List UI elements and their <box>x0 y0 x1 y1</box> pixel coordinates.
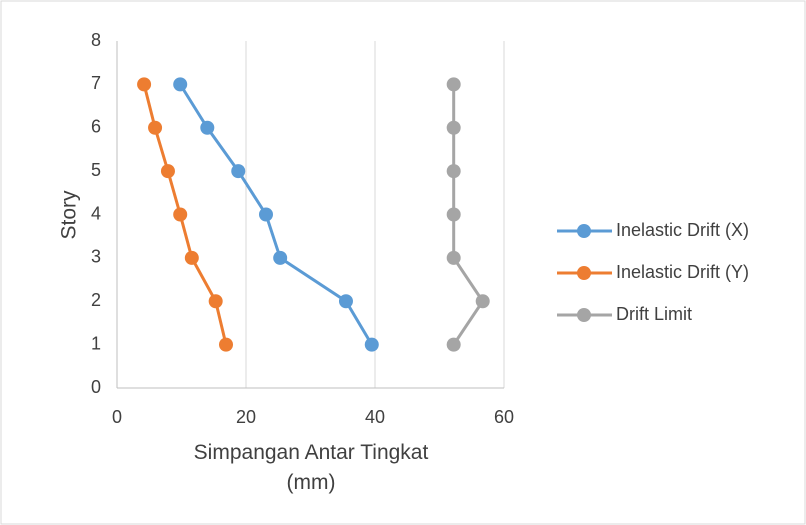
y-tick-label: 6 <box>91 117 101 137</box>
x-tick-label: 60 <box>494 407 514 427</box>
data-point <box>273 250 288 265</box>
data-point <box>446 164 461 179</box>
data-point <box>219 337 234 352</box>
legend-marker <box>577 308 591 322</box>
data-point <box>446 337 461 352</box>
x-tick-label: 0 <box>112 407 122 427</box>
y-tick-label: 2 <box>91 290 101 310</box>
data-point <box>338 294 353 309</box>
y-tick-label: 5 <box>91 160 101 180</box>
x-tick-label: 40 <box>365 407 385 427</box>
legend-marker <box>577 224 591 238</box>
y-axis-title: Story <box>58 190 81 240</box>
data-point <box>475 294 490 309</box>
data-point <box>173 77 188 92</box>
y-tick-label: 0 <box>91 377 101 397</box>
legend-label: Drift Limit <box>616 304 692 324</box>
data-point <box>258 207 273 222</box>
data-point <box>364 337 379 352</box>
data-point <box>446 250 461 265</box>
y-tick-label: 3 <box>91 247 101 267</box>
data-point <box>173 207 188 222</box>
y-tick-label: 4 <box>91 203 101 223</box>
data-point <box>446 77 461 92</box>
data-point <box>446 207 461 222</box>
data-point <box>446 120 461 135</box>
data-point <box>200 120 215 135</box>
x-axis-title: Simpangan Antar Tingkat (mm) <box>193 441 429 494</box>
y-tick-label: 1 <box>91 333 101 353</box>
legend-label: Inelastic Drift (X) <box>616 220 749 240</box>
data-point <box>184 250 199 265</box>
data-point <box>148 120 163 135</box>
y-tick-label: 7 <box>91 73 101 93</box>
legend-marker <box>577 266 591 280</box>
data-point <box>231 164 246 179</box>
y-tick-label: 8 <box>91 30 101 50</box>
legend-label: Inelastic Drift (Y) <box>616 262 749 282</box>
data-point <box>160 164 175 179</box>
data-point <box>208 294 223 309</box>
data-point <box>137 77 152 92</box>
x-tick-label: 20 <box>236 407 256 427</box>
